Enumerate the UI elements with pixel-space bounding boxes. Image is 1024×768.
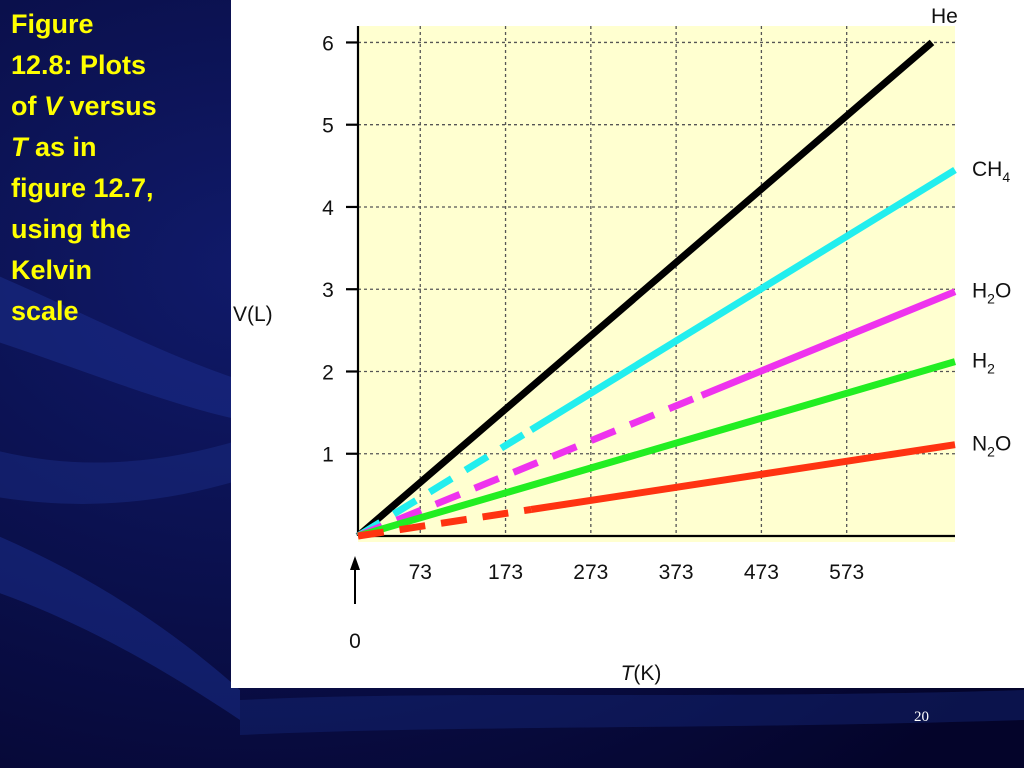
caption-variable-v: V — [44, 91, 63, 121]
caption-line: Kelvin — [11, 255, 93, 285]
series-line-h2 — [357, 358, 956, 540]
series-line-he — [355, 39, 935, 539]
y-axis-label: V(L) — [233, 303, 273, 326]
x-axis-label: T(K) — [621, 662, 662, 685]
series-line-n2o — [530, 441, 956, 513]
x-tick-label: 73 — [409, 561, 432, 584]
caption-text: versus — [62, 91, 157, 121]
background-swoosh — [0, 440, 240, 504]
background-swoosh — [0, 276, 240, 420]
x-tick-label: 373 — [659, 561, 694, 584]
series-label-h2o: H2O — [972, 280, 1011, 307]
chart-panel: 73 173 273 373 473 573 1 2 3 4 5 6 He CH4 H2O H2 N2O 0 … — [231, 0, 1024, 688]
origin-arrow — [350, 556, 360, 604]
x-tick-label: 273 — [573, 561, 608, 584]
origin-label: 0 — [349, 630, 361, 653]
series-line-ch4 — [529, 166, 957, 433]
caption-line: scale — [11, 296, 79, 326]
caption-line: Figure — [11, 9, 94, 39]
x-tick-label: 473 — [744, 561, 779, 584]
series-label-he: He — [931, 5, 958, 28]
y-tick-label: 5 — [322, 115, 334, 138]
page-number: 20 — [914, 709, 929, 725]
grid-lines — [358, 26, 955, 536]
y-tick-label: 1 — [322, 444, 334, 467]
x-axis-label-unit: (K) — [633, 662, 661, 685]
background-swoosh — [240, 690, 1024, 735]
y-tick-label: 4 — [322, 197, 334, 220]
caption-variable-t: T — [11, 132, 28, 162]
series-line-n2o-extrapolated — [357, 506, 532, 540]
caption-text: as in — [27, 132, 97, 162]
caption-line: figure 12.7, — [11, 173, 154, 203]
caption-text: of — [11, 91, 44, 121]
series-line-h2o — [700, 288, 957, 399]
slide-caption: Figure 12.8: Plots of V versus T as in f… — [11, 4, 226, 332]
caption-line: using the — [11, 214, 131, 244]
x-axis-label-variable: T — [621, 662, 636, 685]
caption-line: 12.8: Plots — [11, 50, 147, 80]
series-lines — [355, 39, 957, 540]
background-swoosh — [0, 536, 240, 720]
axes — [346, 26, 955, 538]
caption-line: T as in — [11, 127, 226, 168]
y-tick-label: 6 — [322, 32, 334, 55]
x-tick-label: 573 — [829, 561, 864, 584]
series-label-h2: H2 — [972, 350, 995, 377]
y-tick-label: 3 — [322, 279, 334, 302]
y-tick-label: 2 — [322, 361, 334, 384]
series-labels: He CH4 H2O H2 N2O — [931, 5, 1011, 460]
series-line-h2o-extrapolated — [356, 392, 704, 540]
caption-line: of V versus — [11, 86, 226, 127]
tick-labels: 73 173 273 373 473 573 1 2 3 4 5 6 — [322, 32, 864, 584]
x-tick-label: 173 — [488, 561, 523, 584]
series-label-ch4: CH4 — [972, 158, 1010, 185]
series-line-ch4-extrapolated — [356, 426, 533, 539]
series-label-n2o: N2O — [972, 433, 1011, 460]
